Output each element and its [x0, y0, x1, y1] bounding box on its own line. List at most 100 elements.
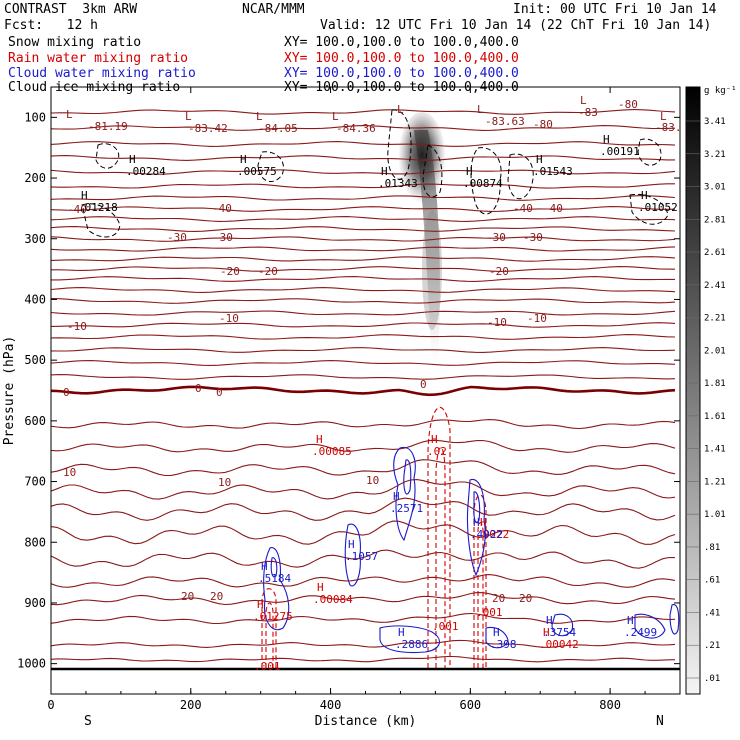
zero-isotherm	[50, 385, 676, 397]
isotherm-line	[50, 374, 676, 380]
temperature-label: 10	[63, 466, 76, 479]
colorbar-tick-label: .41	[704, 608, 720, 618]
cloud-water-contours	[263, 446, 680, 654]
rain-max-value: .0022	[476, 528, 509, 541]
isotherm-line	[50, 419, 676, 430]
low-marker: L	[580, 94, 587, 107]
y-tick-label: 400	[24, 292, 46, 306]
rain-max-value: .00085	[312, 445, 352, 458]
colorbar-tick-label: 1.21	[704, 477, 726, 487]
cloud-water-contour	[473, 491, 481, 524]
colorbar-tick-label: 1.01	[704, 510, 726, 520]
rain-max-value: .02	[427, 445, 447, 458]
x-tick-label: 200	[180, 698, 202, 712]
isotherm-line	[50, 479, 676, 500]
temperature-label: -40	[212, 202, 232, 215]
temperature-label: -80	[618, 98, 638, 111]
x-axis-title: Distance (km)	[315, 714, 417, 729]
low-marker: L	[332, 110, 339, 123]
y-tick-label: 700	[24, 475, 46, 489]
isotherm-line	[50, 592, 676, 606]
colorbar-unit: g kg⁻¹	[704, 86, 737, 96]
isotherm-line	[50, 246, 676, 252]
temperature-label: -20	[220, 265, 240, 278]
model-label: 3km ARW	[82, 2, 138, 17]
rain-contour	[261, 588, 277, 668]
isotherm-line	[50, 125, 676, 131]
isotherm-line	[50, 360, 676, 366]
isotherm-line	[50, 298, 676, 304]
colorbar-tick-label: 2.01	[704, 346, 726, 356]
fcst-label: Fcst:	[4, 18, 44, 33]
snow-contour	[95, 143, 120, 169]
rain-max-value: .001	[476, 606, 503, 619]
isotherm-line	[50, 639, 676, 648]
colorbar-tick-label: .81	[704, 543, 720, 553]
low-marker: L	[397, 103, 404, 116]
snow-max-marker: H	[536, 153, 543, 166]
y-tick-label: 500	[24, 353, 46, 367]
rain-max-marker: H	[316, 433, 323, 446]
snow-max-value: .00575	[237, 165, 277, 178]
cloud-water-max-value: .1057	[345, 550, 378, 563]
snow-max-value: .01218	[78, 201, 118, 214]
cloud-water-contour	[669, 604, 680, 635]
snow-max-marker: H	[603, 133, 610, 146]
cloud-water-max-value: .3754	[543, 626, 576, 639]
temperature-label: -84.36	[336, 122, 376, 135]
rain-max-value: .001	[432, 620, 459, 633]
y-tick-label: 300	[24, 232, 46, 246]
temperature-label: 10	[218, 476, 231, 489]
temperature-label: -40	[67, 203, 87, 216]
temperature-label: -81.19	[88, 120, 128, 133]
y-tick-label: 800	[24, 535, 46, 549]
low-marker: L	[660, 110, 667, 123]
temperature-label: -10	[527, 312, 547, 325]
isotherm-line	[50, 310, 676, 316]
x-end-label-north: N	[656, 714, 664, 729]
snow-max-marker: H	[381, 165, 388, 178]
temperature-label: 0	[420, 378, 427, 391]
isotherm-line	[50, 520, 676, 545]
legend-snow-label: Snow mixing ratio	[8, 35, 142, 50]
rain-max-value: .01275	[253, 610, 293, 623]
low-marker: L	[256, 110, 263, 123]
colorbar-tick-label: .01	[704, 674, 720, 684]
colorbar-tick-label: 2.61	[704, 248, 726, 258]
colorbar-tick-label: 3.01	[704, 183, 726, 193]
temperature-label: 0	[216, 386, 223, 399]
snow-max-value: .01543	[533, 165, 573, 178]
low-marker: L	[185, 110, 192, 123]
temperature-label: -20	[489, 265, 509, 278]
temperature-label: -83.	[655, 121, 682, 134]
y-tick-label: 900	[24, 596, 46, 610]
isotherm-line	[50, 183, 675, 189]
temperature-label: -10	[67, 320, 87, 333]
project-label: CONTRAST	[4, 2, 67, 17]
snow-max-value: .01052	[638, 201, 678, 214]
x-tick-label: 800	[599, 698, 621, 712]
cloud-water-max-marker: H	[493, 626, 500, 639]
isotherm-line	[50, 216, 676, 222]
snow-contours	[81, 109, 669, 238]
isotherm-line	[50, 322, 676, 328]
isotherm-line	[50, 439, 676, 453]
cloud-water-max-marker: H	[627, 614, 634, 627]
temperature-label: -40	[543, 202, 563, 215]
isotherm-line	[50, 612, 676, 625]
cloud-water-contour	[634, 613, 666, 639]
isotherm-line	[50, 549, 676, 569]
snow-contour	[637, 138, 662, 166]
temperature-label: -40	[513, 202, 533, 215]
cloud-water-contour	[393, 446, 416, 542]
temperature-label: -30	[486, 231, 506, 244]
isotherm-line	[50, 195, 676, 201]
temperature-label: 20	[492, 592, 505, 605]
snow-max-marker: H	[641, 189, 648, 202]
isotherm-line	[50, 155, 675, 161]
isotherm-line	[50, 206, 676, 212]
temperature-label: -20	[258, 265, 278, 278]
temperature-label: 10	[366, 474, 379, 487]
header-fcst: Fcst: 12 h	[4, 18, 98, 33]
